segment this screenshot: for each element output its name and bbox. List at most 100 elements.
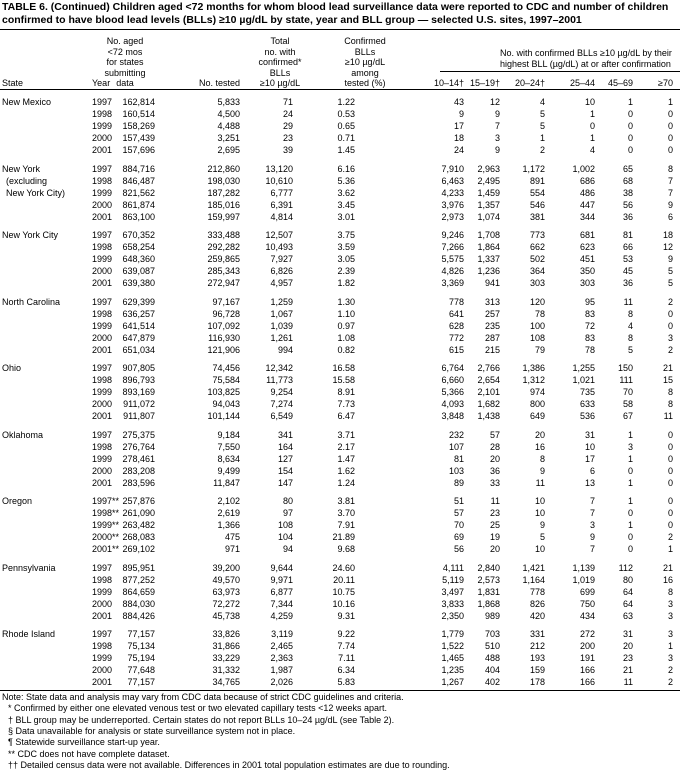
number-cell: 11 [623, 296, 633, 307]
number-cell: 83 [584, 308, 595, 319]
number-cell: 178 [529, 677, 545, 687]
number-cell: 4,233 [441, 187, 464, 198]
year-cell: 1998 [92, 308, 113, 319]
number-cell: 1 [627, 520, 633, 530]
number-cell: 0 [667, 320, 673, 331]
number-cell: 10 [584, 441, 595, 452]
number-cell: 272 [579, 629, 595, 639]
number-cell: 5 [539, 121, 545, 131]
year-cell: 2000 [92, 665, 113, 675]
number-cell: 0 [667, 441, 673, 452]
number-cell: 863,100 [122, 211, 155, 222]
number-cell: 1.47 [337, 453, 355, 464]
number-cell: 11 [490, 496, 500, 506]
header-rule [0, 89, 680, 90]
number-cell: 17 [453, 121, 464, 131]
number-cell: 1,312 [522, 375, 545, 385]
number-cell: 275,375 [122, 429, 155, 440]
number-cell: 4,957 [270, 278, 293, 288]
column-header: No. tested [198, 78, 240, 88]
state-label: New York City) [6, 187, 66, 198]
number-cell: 8,634 [217, 453, 240, 464]
number-cell: 16 [662, 574, 673, 585]
number-cell: 21 [622, 665, 633, 675]
number-cell: 447 [579, 199, 595, 210]
number-cell: 287 [484, 332, 500, 343]
number-cell: 17 [584, 453, 595, 464]
column-header: 15–19† [469, 78, 500, 88]
number-cell: 23 [282, 133, 293, 143]
column-header: tested (%) [344, 78, 386, 88]
number-cell: 3.01 [337, 211, 355, 222]
number-cell: 9 [589, 532, 595, 542]
number-cell: 911,072 [123, 399, 155, 409]
number-cell: 1 [589, 133, 595, 143]
number-cell: 681 [579, 230, 595, 240]
number-cell: 7 [667, 187, 673, 198]
number-cell: 157,696 [122, 145, 155, 155]
number-cell: 750 [579, 598, 595, 609]
number-cell: 649 [529, 411, 545, 421]
number-cell: 18 [662, 230, 673, 240]
number-cell: 39 [282, 145, 293, 155]
number-cell: 94,043 [212, 399, 240, 409]
number-cell: 0 [667, 429, 673, 440]
number-cell: 1 [627, 477, 633, 488]
number-cell: 158,269 [122, 121, 155, 131]
number-cell: 191 [579, 653, 595, 663]
number-cell: 38 [622, 187, 633, 198]
number-cell: 12 [662, 242, 673, 252]
state-label: Pennsylvania [2, 562, 56, 573]
number-cell: 1,386 [522, 363, 545, 373]
number-cell: 24 [282, 109, 293, 119]
year-cell: 2000** [92, 532, 120, 542]
year-cell: 1997 [92, 97, 113, 107]
number-cell: 187,282 [207, 187, 240, 198]
number-cell: 641,514 [122, 320, 155, 331]
number-cell: 0 [627, 544, 633, 554]
number-cell: 75,194 [127, 653, 155, 663]
number-cell: 971 [224, 544, 240, 554]
number-cell: 636,257 [122, 308, 155, 319]
number-cell: 160,514 [122, 109, 155, 119]
number-cell: 846,487 [122, 175, 155, 186]
number-cell: 10.16 [332, 598, 355, 609]
number-cell: 623 [579, 242, 595, 252]
number-cell: 77,157 [127, 629, 155, 639]
number-cell: 1 [627, 496, 633, 506]
column-header: BLLs [354, 46, 376, 57]
number-cell: 2,102 [217, 496, 240, 506]
number-cell: 3,119 [271, 629, 293, 639]
number-cell: 420 [529, 610, 545, 621]
number-cell: 4 [589, 145, 595, 155]
number-cell: 257,876 [122, 496, 155, 506]
number-cell: 554 [529, 187, 545, 198]
number-cell: 71 [282, 97, 293, 107]
number-cell: 1 [539, 133, 545, 143]
number-cell: 8 [539, 453, 545, 464]
number-cell: 1,235 [441, 665, 464, 675]
number-cell: 31,866 [212, 641, 240, 651]
column-header: no. with [264, 46, 296, 57]
year-cell: 2001** [92, 544, 120, 554]
number-cell: 159 [529, 665, 545, 675]
number-cell: 9.31 [337, 610, 355, 621]
number-cell: 1 [667, 97, 673, 107]
footnote: Note: State data and analysis may vary f… [2, 692, 404, 702]
number-cell: 78 [534, 308, 545, 319]
number-cell: 70 [622, 387, 633, 397]
number-cell: 101,144 [207, 411, 240, 421]
state-label: (excluding [6, 175, 48, 186]
year-cell: 1997 [92, 163, 113, 174]
column-header: State [2, 78, 24, 88]
number-cell: 81 [453, 453, 464, 464]
number-cell: 4 [539, 97, 545, 107]
number-cell: 5 [539, 109, 545, 119]
number-cell: 272,947 [207, 278, 240, 288]
column-header: 20–24† [514, 78, 545, 88]
number-cell: 33,826 [212, 629, 240, 639]
number-cell: 45 [622, 266, 633, 276]
number-cell: 20 [489, 544, 500, 554]
number-cell: 686 [579, 175, 595, 186]
number-cell: 6,391 [270, 199, 293, 210]
